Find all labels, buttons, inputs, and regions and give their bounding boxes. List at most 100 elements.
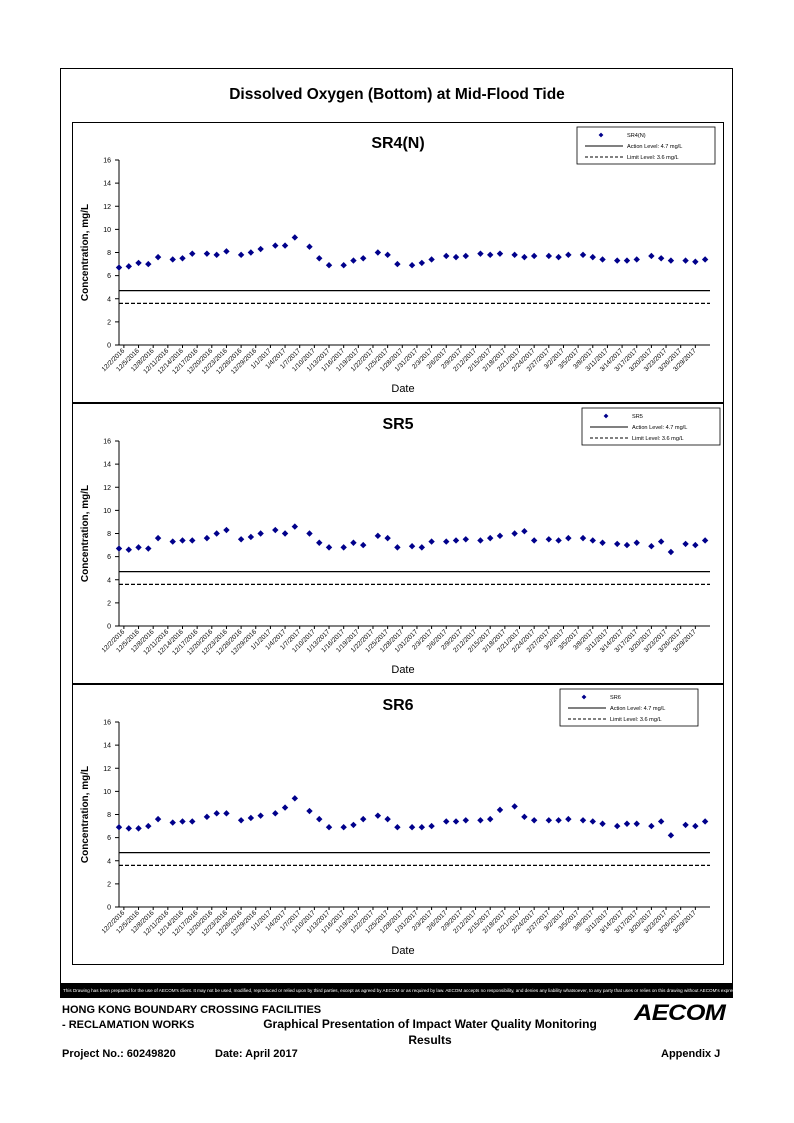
data-point: [179, 818, 186, 825]
chart-title: SR4(N): [371, 135, 424, 152]
data-point: [374, 532, 382, 540]
data-point: [291, 523, 299, 530]
data-point: [179, 537, 186, 544]
data-point: [115, 824, 123, 831]
chart-sr4n: SR4(N)024681012141612/2/201612/5/201612/…: [72, 122, 724, 403]
data-point: [384, 251, 391, 259]
y-tick-label: 4: [107, 577, 111, 584]
chart-title: SR5: [382, 416, 413, 433]
data-point: [496, 250, 504, 257]
data-point: [545, 536, 553, 543]
data-point: [418, 824, 426, 831]
y-tick-label: 2: [107, 600, 111, 607]
legend-label: Limit Level: 3.6 mg/L: [632, 436, 684, 442]
data-point: [701, 537, 709, 544]
y-tick-label: 6: [107, 554, 111, 561]
data-point: [589, 537, 596, 544]
data-point: [408, 543, 416, 550]
x-axis-label: Date: [391, 383, 414, 395]
y-tick-label: 8: [107, 531, 111, 538]
data-point: [169, 538, 176, 545]
data-point: [213, 530, 220, 537]
data-point: [125, 546, 132, 553]
data-point: [125, 825, 132, 832]
y-tick-label: 14: [103, 743, 111, 750]
data-point: [477, 250, 484, 257]
data-point: [692, 258, 699, 265]
data-point: [657, 818, 665, 825]
data-point: [682, 540, 689, 548]
data-point: [701, 256, 709, 263]
y-tick-label: 10: [103, 227, 111, 234]
data-point: [350, 257, 357, 264]
data-point: [667, 257, 675, 264]
data-point: [589, 253, 596, 261]
y-tick-label: 6: [107, 273, 111, 280]
chart-panel: [72, 122, 724, 403]
legend-marker: [598, 132, 604, 138]
data-point: [452, 537, 460, 544]
x-axis-label: Date: [391, 945, 414, 957]
data-point: [521, 527, 528, 535]
chart-title: SR6: [382, 697, 413, 714]
data-point: [648, 822, 655, 830]
data-point: [565, 251, 572, 259]
y-tick-label: 4: [107, 858, 111, 865]
data-point: [281, 804, 289, 811]
legend-label: Action Level: 4.7 mg/L: [632, 425, 687, 431]
data-point: [530, 252, 538, 260]
y-tick-label: 12: [103, 485, 111, 492]
data-point: [213, 251, 220, 259]
data-point: [692, 822, 699, 830]
data-point: [340, 824, 347, 831]
data-point: [247, 814, 255, 822]
data-point: [325, 824, 333, 831]
data-point: [135, 259, 142, 267]
data-point: [623, 257, 631, 264]
data-point: [555, 817, 562, 824]
data-point: [545, 817, 553, 824]
y-tick-label: 2: [107, 881, 111, 888]
data-point: [452, 818, 460, 825]
footer-company-line1: HONG KONG BOUNDARY CROSSING FACILITIES: [62, 1004, 322, 1016]
data-point: [360, 541, 367, 549]
data-point: [213, 810, 220, 817]
data-point: [306, 530, 313, 537]
data-point: [360, 815, 367, 823]
y-tick-label: 6: [107, 835, 111, 842]
data-point: [408, 824, 416, 831]
legend-label: Limit Level: 3.6 mg/L: [610, 717, 662, 723]
data-point: [633, 539, 640, 546]
data-point: [452, 253, 460, 261]
data-point: [145, 545, 152, 552]
y-axis-label: Concentration, mg/L: [80, 485, 91, 582]
data-point: [154, 815, 162, 823]
data-point: [281, 530, 289, 537]
data-point: [340, 544, 347, 551]
data-point: [203, 534, 211, 542]
y-tick-label: 12: [103, 204, 111, 211]
footer-appendix: Appendix J: [661, 1048, 721, 1060]
data-point: [384, 534, 391, 542]
data-point: [169, 819, 176, 826]
data-point: [154, 534, 162, 542]
data-point: [682, 821, 689, 829]
data-point: [223, 248, 230, 255]
y-tick-label: 8: [107, 812, 111, 819]
data-point: [247, 249, 255, 256]
y-axis-label: Concentration, mg/L: [80, 204, 91, 301]
data-point: [555, 537, 562, 544]
data-point: [223, 810, 230, 817]
data-point: [189, 818, 196, 825]
legend-label: SR5: [632, 414, 643, 420]
data-point: [223, 526, 230, 534]
page-title: Dissolved Oxygen (Bottom) at Mid-Flood T…: [229, 86, 565, 103]
y-tick-label: 16: [103, 720, 111, 727]
y-tick-label: 4: [107, 296, 111, 303]
y-tick-label: 16: [103, 158, 111, 165]
chart-sr6: SR6024681012141612/2/201612/5/201612/8/2…: [72, 684, 724, 965]
data-point: [579, 251, 587, 259]
y-tick-label: 0: [107, 624, 111, 631]
data-point: [145, 822, 152, 830]
footer-project-no: Project No.: 60249820: [62, 1048, 176, 1060]
